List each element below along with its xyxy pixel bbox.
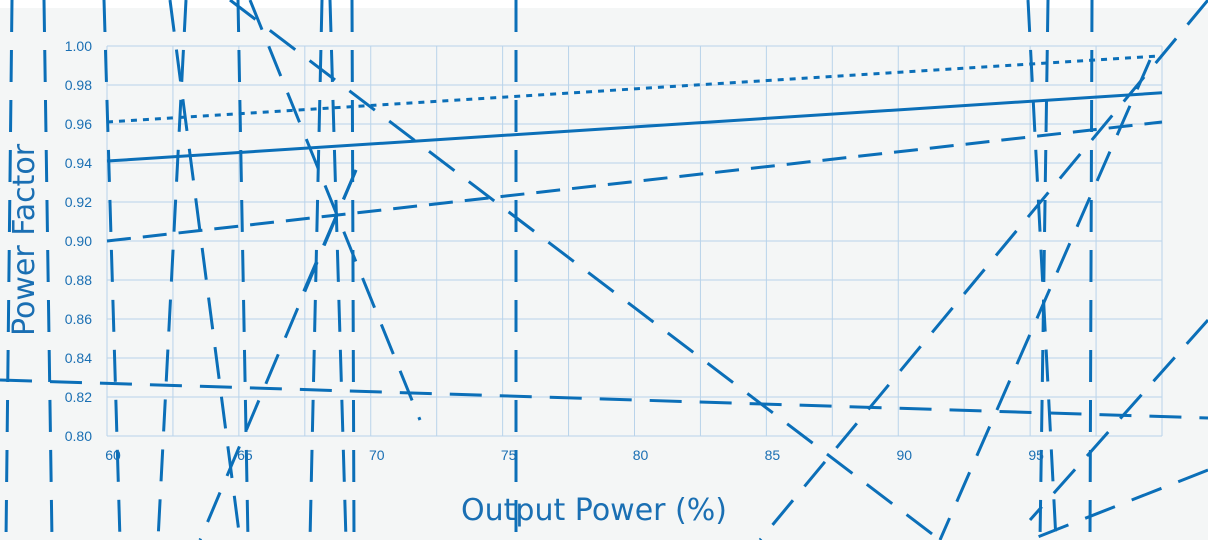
overlay-dash-line	[298, 169, 358, 301]
series-line-solid	[106, 91, 1163, 163]
overlay-dash-line	[1028, 319, 1208, 521]
y-axis-title: Power Factor	[7, 143, 42, 336]
series-line-dashed	[106, 120, 1163, 243]
overlay-dash-line	[168, 0, 242, 540]
x-axis-title: Output Power (%)	[461, 493, 727, 528]
chart-background	[0, 8, 1208, 540]
overlay-dash-line	[248, 0, 422, 421]
x-tick-label: 80	[633, 447, 649, 463]
y-tick-label: 0.84	[65, 350, 92, 366]
y-tick-label: 0.80	[65, 428, 92, 444]
x-tick-label: 75	[501, 447, 517, 463]
x-tick-label: 90	[896, 447, 912, 463]
y-tick-label: 0.86	[65, 311, 92, 327]
overlay-dash-line	[42, 0, 54, 540]
overlay-dash-line	[758, 0, 1208, 540]
y-tick-label: 0.98	[65, 77, 92, 93]
y-tick-label: 0.92	[65, 194, 92, 210]
x-axis-ticks: 60 65 70 75 80 85 90 95	[105, 447, 1044, 463]
x-tick-label: 95	[1028, 447, 1044, 463]
x-tick-label: 70	[369, 447, 385, 463]
overlay-dash-line	[4, 0, 14, 540]
overlay-dash-line	[1029, 468, 1208, 540]
x-tick-label: 65	[237, 447, 253, 463]
overlay-dash-line	[1038, 0, 1050, 540]
y-tick-label: 0.94	[65, 155, 92, 171]
y-tick-label: 0.88	[65, 272, 92, 288]
overlay-dash-line	[1088, 0, 1094, 540]
overlay-dash-line	[308, 0, 324, 540]
overlay-dash-line	[156, 0, 188, 540]
overlay-dash-line	[938, 59, 1152, 540]
overlay-dash-line	[328, 0, 348, 540]
y-tick-label: 0.90	[65, 233, 92, 249]
overlay-dash-line	[0, 378, 1208, 420]
x-tick-label: 85	[765, 447, 781, 463]
y-tick-label: 0.96	[65, 116, 92, 132]
data-series	[106, 54, 1163, 243]
overlay-dash-line	[102, 0, 122, 540]
y-tick-label: 0.82	[65, 389, 92, 405]
overlay-dash-line	[350, 0, 356, 540]
x-tick-label: 60	[105, 447, 121, 463]
y-axis-ticks: 0.80 0.82 0.84 0.86 0.88 0.90 0.92 0.94 0.96 0.98…	[65, 38, 92, 444]
series-line-dotted	[106, 54, 1163, 124]
grid	[106, 45, 1163, 437]
overlay-dash-line	[1026, 0, 1058, 540]
overlay-dash-line	[236, 0, 250, 540]
y-tick-label: 1.00	[65, 38, 92, 54]
